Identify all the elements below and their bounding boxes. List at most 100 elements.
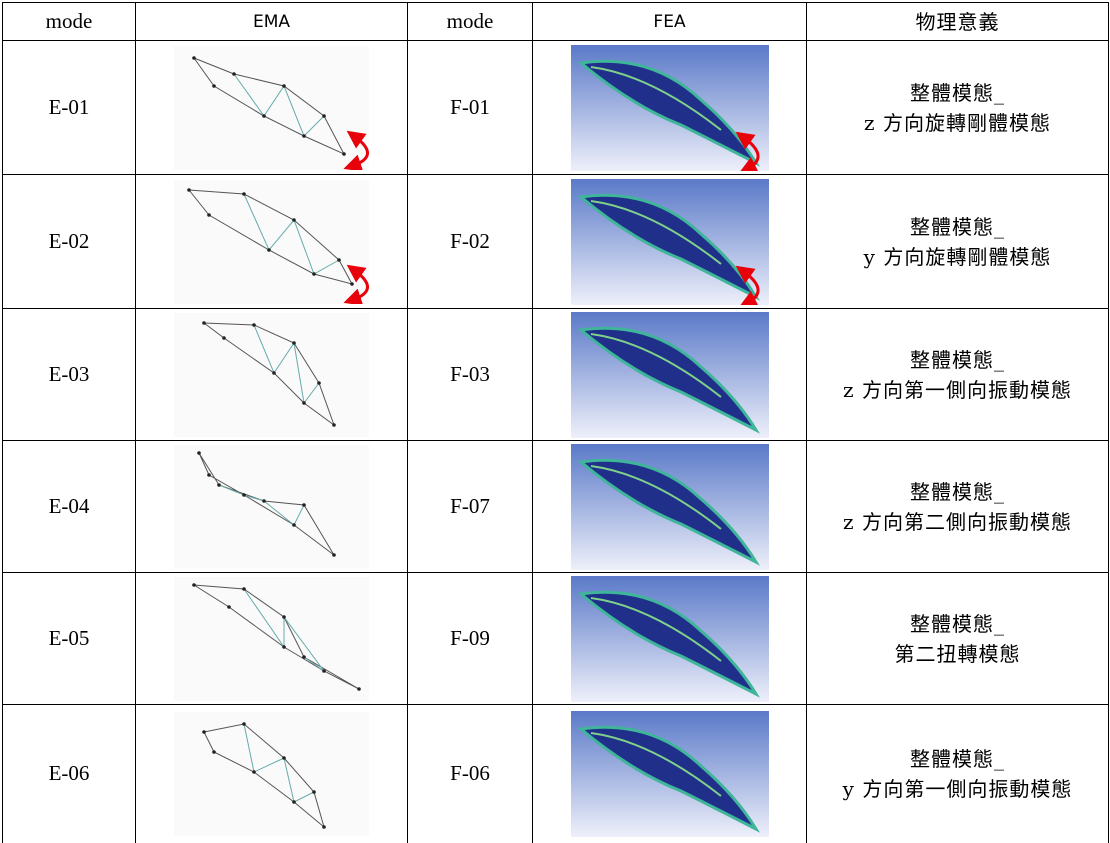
node xyxy=(187,187,191,192)
node xyxy=(312,271,316,276)
node xyxy=(322,668,326,673)
header-cell: EMA xyxy=(135,2,408,41)
node xyxy=(202,729,206,734)
node xyxy=(207,212,211,217)
fea-image-cell xyxy=(532,572,807,705)
node xyxy=(212,83,216,88)
rotation-arrow xyxy=(735,265,759,305)
fea-image-cell xyxy=(532,174,807,309)
ema-image-cell xyxy=(135,174,408,309)
fea-shape xyxy=(590,596,722,662)
node xyxy=(342,151,346,156)
node xyxy=(202,320,206,325)
node xyxy=(292,522,296,527)
node xyxy=(197,450,201,455)
node xyxy=(267,247,271,252)
image-bg xyxy=(174,312,369,437)
fea-shape xyxy=(590,731,722,797)
fea-image-cell xyxy=(532,440,807,573)
description: 整體模態_ z 方向第一側向振動模態 xyxy=(806,308,1109,441)
description-line: z 方向旋轉剛體模態 xyxy=(864,110,1051,135)
fea-shape xyxy=(576,458,760,566)
rotation-arrow xyxy=(735,131,759,171)
fea-mode: F-06 xyxy=(407,704,533,843)
ema-mode: E-03 xyxy=(2,308,136,441)
node xyxy=(350,281,354,286)
fea-shape xyxy=(576,326,760,434)
fea-image xyxy=(570,443,769,570)
description-line: 整體模態_ xyxy=(910,746,1005,771)
fea-image xyxy=(570,575,769,702)
fea-mode: F-07 xyxy=(407,440,533,573)
header-cell: mode xyxy=(407,2,533,41)
description: 整體模態_ 第二扭轉模態 xyxy=(806,572,1109,705)
node xyxy=(242,586,246,591)
node xyxy=(232,71,236,76)
fea-image-cell xyxy=(532,40,807,175)
node xyxy=(282,614,286,619)
ema-image xyxy=(174,45,369,170)
node xyxy=(302,654,306,659)
table-row: E-01 F-01 整體模態_z 方向旋轉剛體模態 xyxy=(2,40,1109,175)
header-cell: 物理意義 xyxy=(806,2,1109,41)
table-row: E-05 F-09 整體模態_ 第二扭轉模態 xyxy=(2,572,1109,705)
fea-mode: F-01 xyxy=(407,40,533,175)
node xyxy=(207,472,211,477)
node xyxy=(292,799,296,804)
ema-mode: E-05 xyxy=(2,572,136,705)
fea-shape xyxy=(590,332,722,398)
node xyxy=(242,492,246,497)
fea-image xyxy=(570,44,769,171)
ema-mode: E-06 xyxy=(2,704,136,843)
description-line: 整體模態_ xyxy=(910,479,1005,504)
node xyxy=(302,400,306,405)
table-row: E-06 F-06 整體模態_y 方向第一側向振動模態 xyxy=(2,704,1109,843)
ema-mode: E-01 xyxy=(2,40,136,175)
ema-mode: E-02 xyxy=(2,174,136,309)
ema-image xyxy=(174,576,369,701)
node xyxy=(262,113,266,118)
node xyxy=(302,133,306,138)
ema-image xyxy=(174,179,369,304)
table-row: E-02 F-02 整體模態_y 方向旋轉剛體模態 xyxy=(2,174,1109,309)
ema-image xyxy=(174,444,369,569)
description-line: 整體模態_ xyxy=(910,611,1005,636)
image-bg xyxy=(174,45,369,170)
ema-image xyxy=(174,711,369,836)
header-cell: FEA xyxy=(532,2,807,41)
description-line: y 方向旋轉剛體模態 xyxy=(863,244,1052,269)
description-line: 第二扭轉模態 xyxy=(894,641,1021,666)
node xyxy=(262,498,266,503)
node xyxy=(282,83,286,88)
node xyxy=(227,604,231,609)
description-line: z 方向第一側向振動模態 xyxy=(843,377,1072,402)
fea-mode: F-02 xyxy=(407,174,533,309)
fea-mode: F-09 xyxy=(407,572,533,705)
node xyxy=(337,257,341,262)
node xyxy=(357,686,361,691)
header-row: mode EMA mode FEA 物理意義 xyxy=(2,2,1109,41)
node xyxy=(282,755,286,760)
node xyxy=(222,335,226,340)
fea-shape xyxy=(576,590,760,698)
fea-image xyxy=(570,178,769,305)
rotation-arrow xyxy=(343,130,369,170)
fea-image xyxy=(570,710,769,837)
node xyxy=(292,217,296,222)
node xyxy=(272,370,276,375)
description-line: 整體模態_ xyxy=(910,214,1005,239)
rotation-arrow xyxy=(343,264,369,304)
description-line: y 方向第一側向振動模態 xyxy=(842,776,1073,801)
node xyxy=(302,502,306,507)
node xyxy=(322,113,326,118)
table-body: E-01 F-01 整體模態_ z 方向旋轉剛體模態 E-02 F-02 整體模態_ y 方向… xyxy=(2,40,1109,843)
node xyxy=(252,769,256,774)
description: 整體模態_y 方向旋轉剛體模態 xyxy=(806,174,1109,309)
description: 整體模態_y 方向第一側向振動模態 xyxy=(806,704,1109,843)
description-line: 整體模態_ xyxy=(910,80,1005,105)
description: 整體模態_z 方向旋轉剛體模態 xyxy=(806,40,1109,175)
node xyxy=(192,55,196,60)
node xyxy=(192,582,196,587)
